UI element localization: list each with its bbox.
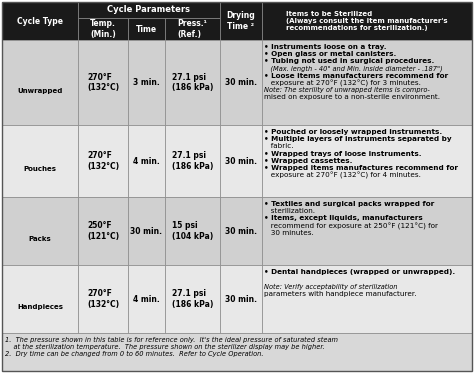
Text: • Multiple layers of instruments separated by: • Multiple layers of instruments separat… [264,136,452,142]
Bar [220,40,262,125]
Text: 2.  Dry time can be changed from 0 to 60 minutes.  Refer to Cycle Operation.: 2. Dry time can be changed from 0 to 60 … [5,351,264,357]
Text: 30 min.: 30 min. [225,295,257,303]
Bar [165,18,220,40]
Bar [2,40,78,125]
Bar [262,197,472,265]
Bar [78,265,128,333]
Text: Packs: Packs [28,236,51,242]
Text: exposure at 270°F (132°C) for 3 minutes.: exposure at 270°F (132°C) for 3 minutes. [264,80,421,87]
Text: 270°F
(132°C): 270°F (132°C) [87,151,119,171]
Bar [165,265,220,333]
Bar [78,18,128,40]
Text: fabric.: fabric. [264,144,293,149]
Bar [78,125,128,197]
Text: 30 min.: 30 min. [225,226,257,236]
Bar [2,197,78,265]
Bar [262,265,472,333]
Text: 30 min.: 30 min. [225,156,257,166]
Bar [2,2,78,40]
Bar [220,265,262,333]
Text: Unwrapped: Unwrapped [18,87,63,94]
Text: • Wrapped items manufactures recommend for: • Wrapped items manufactures recommend f… [264,165,458,171]
Text: 30 minutes.: 30 minutes. [264,230,314,236]
Bar [165,40,220,125]
Text: • Items, except liquids, manufacturers: • Items, except liquids, manufacturers [264,216,423,221]
Text: • Instruments loose on a tray.: • Instruments loose on a tray. [264,44,386,50]
Text: 270°F
(132°C): 270°F (132°C) [87,73,119,92]
Bar [165,125,220,197]
Bar [2,125,78,197]
Bar [128,265,165,333]
Text: • Wrapped cassettes.: • Wrapped cassettes. [264,158,352,164]
Text: Handpieces: Handpieces [17,304,63,310]
Text: Time: Time [136,24,157,34]
Bar [128,197,165,265]
Text: Cycle Parameters: Cycle Parameters [108,5,191,14]
Bar [78,2,220,18]
Bar [78,197,128,265]
Text: Items to be Sterilized
(Always consult the item manufacturer's
recommendations f: Items to be Sterilized (Always consult t… [286,11,448,31]
Bar [220,125,262,197]
Bar [128,40,165,125]
Text: (Max. length - 40" and Min. inside diameter - .187"): (Max. length - 40" and Min. inside diame… [264,66,443,72]
Text: Press.¹
(Ref.): Press.¹ (Ref.) [177,19,208,39]
Bar [262,125,472,197]
Text: recommend for exposure at 250°F (121°C) for: recommend for exposure at 250°F (121°C) … [264,223,438,230]
Text: 1.  The pressure shown in this table is for reference only.  It's the ideal pres: 1. The pressure shown in this table is f… [5,337,338,343]
Text: • Pouched or loosely wrapped instruments.: • Pouched or loosely wrapped instruments… [264,129,442,135]
Text: Temp.
(Min.): Temp. (Min.) [90,19,116,39]
Text: • Loose items manufacturers recommend for: • Loose items manufacturers recommend fo… [264,73,448,79]
Text: mised on exposure to a non-sterile environment.: mised on exposure to a non-sterile envir… [264,94,440,100]
Text: 3 min.: 3 min. [133,78,160,87]
Text: • Wrapped trays of loose instruments.: • Wrapped trays of loose instruments. [264,151,421,157]
Text: Pouches: Pouches [24,166,56,172]
Text: 4 min.: 4 min. [133,156,160,166]
Text: Note: The sterility of unwrapped items is compro-: Note: The sterility of unwrapped items i… [264,87,430,93]
Text: 27.1 psi
(186 kPa): 27.1 psi (186 kPa) [172,73,213,92]
Text: Note: Verify acceptability of sterilization: Note: Verify acceptability of sterilizat… [264,283,398,289]
Text: 4 min.: 4 min. [133,295,160,303]
Bar [128,18,165,40]
Text: at the sterilization temperature.  The pressure shown on the sterilizer display : at the sterilization temperature. The pr… [5,344,325,350]
Text: 270°F
(132°C): 270°F (132°C) [87,289,119,309]
Text: • Textiles and surgical packs wrapped for: • Textiles and surgical packs wrapped fo… [264,201,434,207]
Text: 15 psi
(104 kPa): 15 psi (104 kPa) [172,221,213,241]
Bar [165,197,220,265]
Text: 250°F
(121°C): 250°F (121°C) [87,221,119,241]
Text: 27.1 psi
(186 kPa): 27.1 psi (186 kPa) [172,289,213,309]
Text: 27.1 psi
(186 kPa): 27.1 psi (186 kPa) [172,151,213,171]
Text: • Open glass or metal canisters.: • Open glass or metal canisters. [264,51,396,57]
Text: parameters with handpiece manufacturer.: parameters with handpiece manufacturer. [264,291,417,296]
Bar [2,333,472,371]
Bar [2,265,78,333]
Text: Drying
Time ²: Drying Time ² [227,11,255,31]
Bar [78,40,128,125]
Text: 30 min.: 30 min. [225,78,257,87]
Text: exposure at 270°F (132°C) for 4 minutes.: exposure at 270°F (132°C) for 4 minutes. [264,172,421,180]
Bar [262,2,472,40]
Text: Cycle Type: Cycle Type [17,17,63,26]
Bar [220,2,262,40]
Bar [220,197,262,265]
Text: • Dental handpieces (wrapped or unwrapped).: • Dental handpieces (wrapped or unwrappe… [264,269,455,275]
Text: 30 min.: 30 min. [130,226,163,236]
Text: • Tubing not used in surgical procedures.: • Tubing not used in surgical procedures… [264,58,434,64]
Bar [128,125,165,197]
Text: sterilization.: sterilization. [264,208,315,214]
Bar [262,40,472,125]
